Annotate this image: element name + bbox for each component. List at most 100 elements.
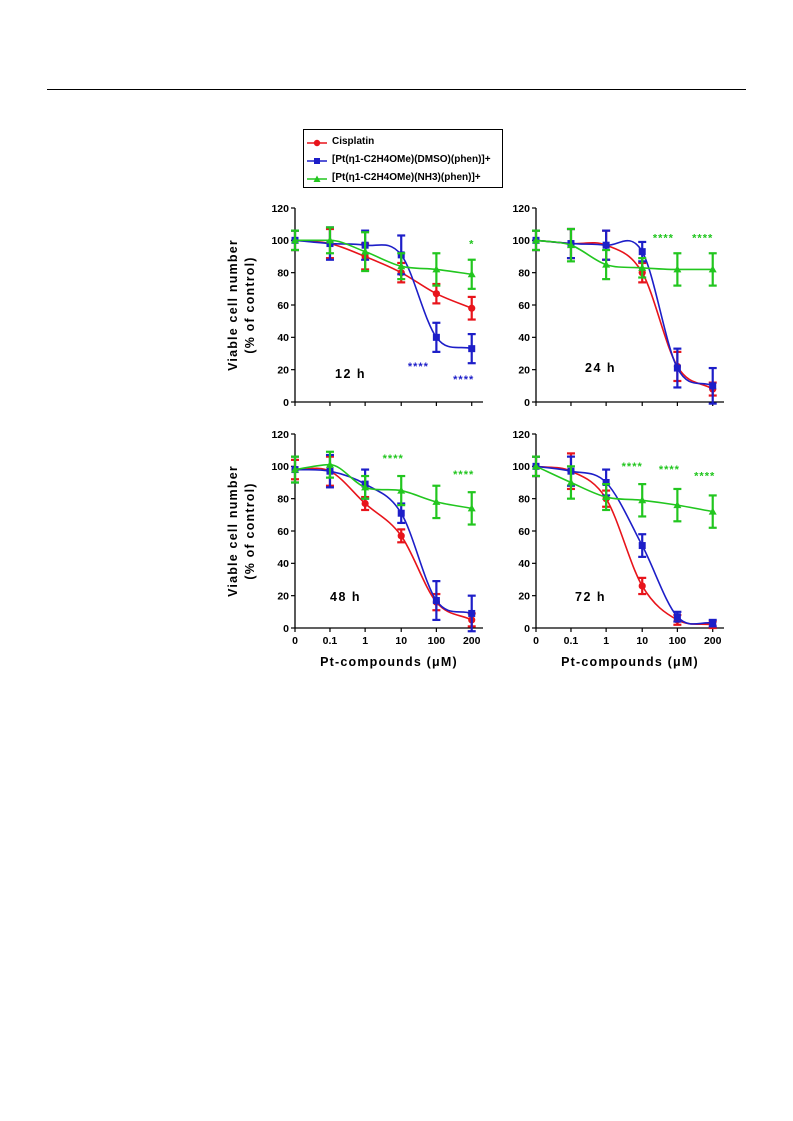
data-point <box>432 497 441 505</box>
x-axis-title: Pt-compounds (μM) <box>320 655 458 669</box>
data-point <box>709 382 717 390</box>
data-point <box>325 236 334 244</box>
significance-marker: * <box>469 239 474 251</box>
y-tick-label: 40 <box>518 332 530 344</box>
panel-label: 12 h <box>335 367 366 381</box>
y-tick-label: 60 <box>277 526 289 538</box>
y-tick-label: 0 <box>283 397 289 409</box>
data-point <box>708 507 717 515</box>
data-point <box>432 290 440 298</box>
data-point <box>468 304 476 312</box>
series-line <box>294 239 472 350</box>
y-tick-label: 80 <box>277 493 289 505</box>
y-tick-label: 80 <box>277 267 289 279</box>
y-tick-label: 120 <box>271 203 289 215</box>
data-point <box>532 462 540 470</box>
legend-label-nh3: [Pt(η1-C2H4OMe)(NH3)(phen)]+ <box>332 172 481 183</box>
data-point <box>709 619 717 627</box>
data-point <box>638 582 646 590</box>
data-point <box>638 248 646 256</box>
x-axis-title: Pt-compounds (μM) <box>561 655 699 669</box>
y-tick-label: 60 <box>277 300 289 312</box>
x-tick-label: 100 <box>428 635 446 647</box>
y-tick-label: 60 <box>518 526 530 538</box>
legend-item-nh3: [Pt(η1-C2H4OMe)(NH3)(phen)]+ <box>304 170 504 188</box>
series-line <box>535 239 714 387</box>
data-point <box>673 265 682 273</box>
significance-marker: **** <box>408 361 429 373</box>
data-point <box>532 236 540 244</box>
y-tick-label: 80 <box>518 267 530 279</box>
data-point <box>361 499 369 508</box>
panel-label: 48 h <box>330 590 361 604</box>
legend-label-cisplatin: Cisplatin <box>332 136 375 147</box>
data-point <box>602 260 611 268</box>
significance-marker: **** <box>453 469 474 481</box>
data-point <box>468 609 476 617</box>
y-tick-label: 40 <box>277 332 289 344</box>
data-point <box>638 496 647 504</box>
series-line <box>535 465 713 625</box>
x-tick-label: 0.1 <box>564 635 579 647</box>
y-tick-label: 120 <box>512 429 530 441</box>
data-point <box>602 493 611 501</box>
y-tick-label: 100 <box>512 235 530 247</box>
data-point <box>397 486 406 494</box>
significance-marker: **** <box>653 232 674 244</box>
data-point <box>361 247 370 255</box>
y-tick-label: 20 <box>277 364 289 376</box>
series-line <box>535 239 713 271</box>
y-tick-label: 0 <box>283 623 289 635</box>
data-point <box>673 613 681 621</box>
x-tick-label: 200 <box>704 635 722 647</box>
x-tick-label: 200 <box>463 635 481 647</box>
y-axis-title-unit: (% of control) <box>243 482 257 579</box>
y-tick-label: 0 <box>524 397 530 409</box>
data-point <box>397 532 405 540</box>
data-point <box>602 241 610 249</box>
data-point <box>602 479 610 486</box>
y-tick-label: 20 <box>518 364 530 376</box>
data-point <box>468 345 476 353</box>
x-tick-label: 10 <box>395 635 407 647</box>
significance-marker: **** <box>453 374 474 386</box>
y-tick-label: 100 <box>512 461 530 473</box>
data-point <box>566 241 575 249</box>
data-point <box>638 263 647 271</box>
y-axis-title-unit: (% of control) <box>243 256 257 353</box>
data-point <box>638 542 646 550</box>
x-tick-label: 10 <box>636 635 648 647</box>
data-point <box>432 265 441 273</box>
legend-square-marker <box>307 158 327 164</box>
series-line <box>294 468 472 615</box>
x-tick-label: 1 <box>362 635 368 647</box>
significance-marker: **** <box>383 453 404 465</box>
data-point <box>325 460 334 468</box>
significance-marker: **** <box>659 464 680 476</box>
panel-label: 72 h <box>575 590 606 604</box>
series-line <box>294 463 472 510</box>
y-tick-label: 0 <box>524 623 530 635</box>
x-tick-label: 0.1 <box>323 635 338 647</box>
y-tick-label: 40 <box>518 558 530 570</box>
y-tick-label: 40 <box>277 558 289 570</box>
y-tick-label: 80 <box>518 493 530 505</box>
x-tick-label: 0 <box>292 635 298 647</box>
legend-circle-marker <box>307 139 327 147</box>
data-point <box>467 504 476 512</box>
significance-marker: **** <box>694 470 715 482</box>
series-line <box>535 465 713 626</box>
data-point <box>397 262 406 270</box>
legend-label-dmso: [Pt(η1-C2H4OMe)(DMSO)(phen)]+ <box>332 154 491 165</box>
data-point <box>397 509 405 517</box>
significance-marker: **** <box>692 232 713 244</box>
legend-item-dmso: [Pt(η1-C2H4OMe)(DMSO)(phen)]+ <box>304 152 504 170</box>
y-tick-label: 100 <box>271 235 289 247</box>
data-point <box>673 364 681 372</box>
legend-triangle-marker <box>307 175 327 182</box>
series-line <box>294 239 472 276</box>
y-axis-title: Viable cell number <box>226 239 240 371</box>
y-axis-title: Viable cell number <box>226 465 240 597</box>
series-line <box>535 465 713 513</box>
